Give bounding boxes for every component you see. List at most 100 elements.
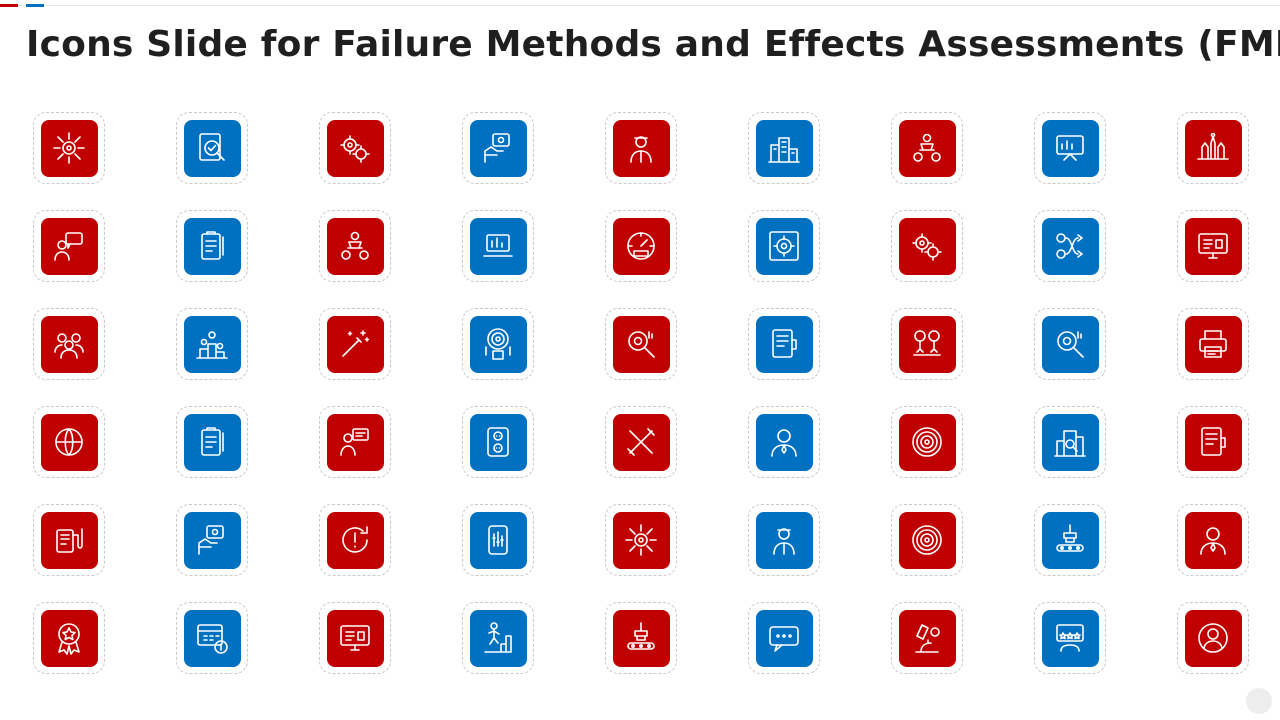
gears-growth-icon-glyph <box>912 233 942 261</box>
business-meeting-icon <box>326 217 384 275</box>
user-chat-icon <box>40 217 98 275</box>
icon-cell <box>1034 406 1106 478</box>
icon-cell <box>891 308 963 380</box>
icon-cell <box>891 602 963 674</box>
gear-search-icon-glyph <box>628 331 655 358</box>
icon-cell <box>1177 602 1249 674</box>
gears-cycle-icon <box>326 119 384 177</box>
icon-cell <box>176 308 248 380</box>
blue-accent-mark <box>26 4 44 7</box>
icon-cell <box>319 504 391 576</box>
icon-cell <box>33 406 105 478</box>
icon-cell <box>462 112 534 184</box>
calendar-money-icon <box>183 609 241 667</box>
power-socket-icon-glyph <box>487 427 509 457</box>
icon-cell <box>319 210 391 282</box>
icon-cell <box>319 602 391 674</box>
icon-cell <box>462 504 534 576</box>
factory-building-icon <box>755 119 813 177</box>
icon-cell <box>748 406 820 478</box>
hand-scale-icon-glyph <box>198 525 224 555</box>
icon-cell <box>605 210 677 282</box>
person-head-icon <box>1184 511 1242 569</box>
target-question-icon <box>469 315 527 373</box>
laptop-chart-icon <box>469 217 527 275</box>
icon-cell <box>319 112 391 184</box>
person-heart-icon <box>755 511 813 569</box>
target-circles-icon <box>898 413 956 471</box>
microscope-icon-glyph <box>915 624 940 653</box>
idea-search-icon-glyph <box>1057 331 1084 358</box>
person-climb-icon-glyph <box>484 622 512 653</box>
global-network-icon-glyph <box>625 524 657 556</box>
mobile-settings-icon-glyph <box>488 525 508 555</box>
presentation-board-icon-glyph <box>1056 135 1084 161</box>
icon-cell <box>1034 602 1106 674</box>
business-meeting-icon-glyph <box>341 231 369 260</box>
icon-cell <box>462 308 534 380</box>
icon-cell <box>1177 210 1249 282</box>
icon-cell <box>176 504 248 576</box>
icon-cell <box>319 406 391 478</box>
slide-title: Icons Slide for Failure Methods and Effe… <box>26 24 1280 65</box>
robot-arm-icon-glyph <box>627 622 655 650</box>
global-network-icon <box>612 511 670 569</box>
team-group-icon-glyph <box>54 333 84 359</box>
hand-settings-icon <box>469 119 527 177</box>
person-heart-icon-glyph <box>773 528 795 555</box>
magic-wand-icon-glyph <box>342 330 370 357</box>
icon-cell <box>748 602 820 674</box>
icon-cell <box>462 406 534 478</box>
businessman-icon <box>755 413 813 471</box>
idea-search-icon <box>1041 315 1099 373</box>
warning-cycle-icon <box>326 511 384 569</box>
gear-network-icon <box>40 119 98 177</box>
chart-circle-icon-glyph <box>912 525 942 555</box>
icon-cell <box>1034 112 1106 184</box>
icon-cell <box>462 210 534 282</box>
icon-grid <box>33 112 1249 674</box>
icon-cell <box>748 504 820 576</box>
icon-cell <box>891 406 963 478</box>
checklist-icon-glyph <box>201 427 224 456</box>
icon-cell <box>748 308 820 380</box>
medical-device-icon <box>40 511 98 569</box>
corner-dot <box>1246 688 1272 714</box>
user-circle-icon-glyph <box>1198 623 1228 653</box>
magic-wand-icon <box>326 315 384 373</box>
icon-cell <box>176 602 248 674</box>
chat-bubble-icon <box>755 609 813 667</box>
person-climb-icon <box>469 609 527 667</box>
red-accent-mark <box>0 4 18 7</box>
icon-cell <box>319 308 391 380</box>
review-stars-icon-glyph <box>1056 624 1084 652</box>
gear-frame-icon-glyph <box>769 231 799 261</box>
presenter-icon-glyph <box>340 428 369 456</box>
robot-conveyor-icon-glyph <box>1056 524 1084 552</box>
speedometer-icon <box>612 217 670 275</box>
money-team-icon-glyph <box>913 133 941 162</box>
icon-cell <box>605 406 677 478</box>
document-chart-icon-glyph <box>1201 427 1226 456</box>
icon-cell <box>891 112 963 184</box>
coffee-document-icon <box>755 315 813 373</box>
icon-cell <box>33 308 105 380</box>
city-search-icon <box>1041 413 1099 471</box>
review-stars-icon <box>1041 609 1099 667</box>
document-check-icon <box>183 119 241 177</box>
podium-winners-icon <box>183 315 241 373</box>
gear-process-icon-glyph <box>1056 233 1083 259</box>
robot-arm-icon <box>612 609 670 667</box>
hand-settings-icon-glyph <box>484 133 510 163</box>
officer-person-icon <box>612 119 670 177</box>
icon-cell <box>1177 112 1249 184</box>
icon-cell <box>1177 406 1249 478</box>
online-training-icon-glyph <box>1198 233 1228 259</box>
printer-icon-glyph <box>1199 330 1227 358</box>
user-circle-icon <box>1184 609 1242 667</box>
checklist-icon <box>183 413 241 471</box>
icon-cell <box>33 504 105 576</box>
growth-tree-icon-glyph <box>913 330 941 356</box>
icon-cell <box>1177 504 1249 576</box>
icon-cell <box>891 210 963 282</box>
